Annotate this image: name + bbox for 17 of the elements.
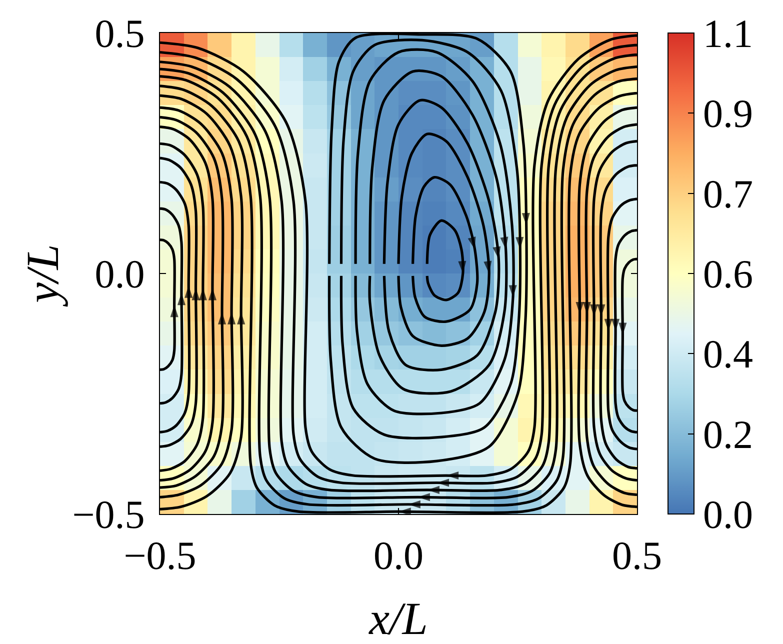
- line-series: [412, 176, 479, 324]
- line-series: [426, 219, 464, 302]
- y-tick-label: 0.5: [94, 11, 145, 56]
- color-bar-label: 0.4: [703, 332, 753, 377]
- color-bar-label: 0.2: [703, 412, 753, 457]
- x-axis-title: x/L: [368, 593, 428, 644]
- line-series: [382, 99, 500, 372]
- color-bar-label: 0.9: [703, 91, 753, 136]
- line-series: [397, 132, 490, 347]
- color-bar-label: 0.6: [703, 252, 753, 296]
- color-bar-label: 0.0: [703, 492, 753, 537]
- color-bar-label: 0.7: [703, 171, 753, 216]
- color-bar-label: 1.1: [703, 11, 753, 56]
- x-tick-label: 0.0: [374, 533, 424, 578]
- y-tick-label: 0.0: [94, 252, 145, 296]
- x-tick-label: 0.5: [612, 533, 662, 578]
- y-axis-title: y/L: [16, 244, 68, 307]
